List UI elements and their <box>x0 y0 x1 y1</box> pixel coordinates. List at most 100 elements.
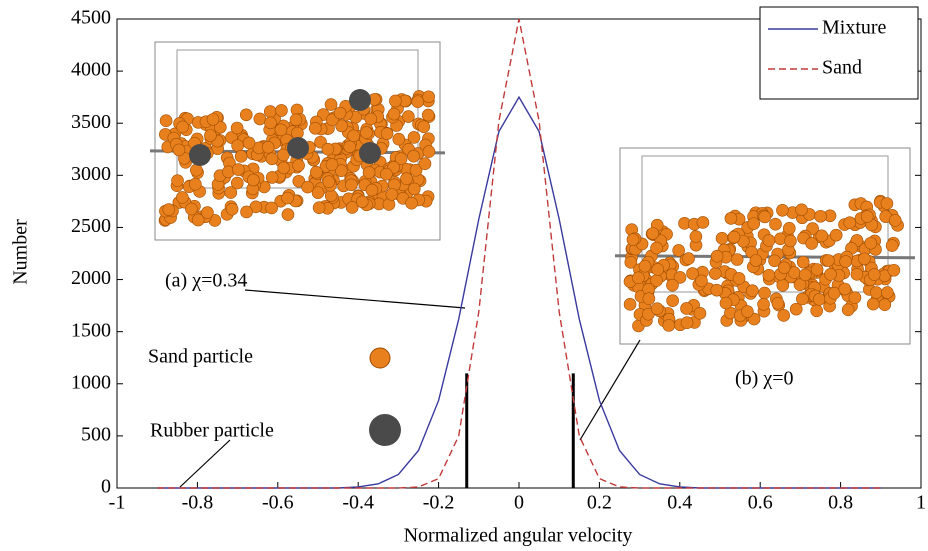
sand-particle <box>695 274 708 288</box>
rubber-particle <box>287 137 309 159</box>
sand-particle <box>829 228 843 242</box>
sand-particle <box>812 293 826 306</box>
x-tick-label: -0.2 <box>423 492 455 514</box>
sand-particle <box>234 150 248 163</box>
sand-particle <box>783 222 796 235</box>
x-tick-label: 0.4 <box>667 492 692 514</box>
sand-particle <box>281 208 295 221</box>
sand-particle <box>672 244 685 257</box>
sand-particle <box>176 191 189 204</box>
x-axis-label: Normalized angular velocity <box>404 525 633 547</box>
y-axis-label: Number <box>10 219 32 285</box>
sand-particle <box>638 259 652 273</box>
sand-particle <box>666 294 679 308</box>
y-tick-label: 2500 <box>71 215 111 237</box>
sand-particle <box>355 195 369 209</box>
sand-particle <box>798 268 812 282</box>
sand-particle <box>407 131 421 144</box>
x-tick-label: 0.2 <box>587 492 612 514</box>
legend-label: Sand <box>822 57 862 79</box>
sand-particle <box>776 278 790 292</box>
sand-particle <box>762 234 776 247</box>
sand-particle <box>310 165 323 179</box>
sand-particle <box>289 113 303 127</box>
y-tick-label: 1500 <box>71 319 111 341</box>
sand-particle <box>869 286 883 299</box>
sand-particle <box>805 237 818 250</box>
sand-particle <box>848 291 862 304</box>
sand-particle <box>696 216 710 229</box>
sand-particle <box>176 120 189 134</box>
sand-particle <box>325 158 339 171</box>
y-tick-label: 2000 <box>71 267 111 289</box>
sand-particle-legend <box>369 347 391 369</box>
sand-particle <box>815 229 829 243</box>
sand-particle <box>301 180 314 194</box>
rubber-particle <box>359 142 381 164</box>
sand-particle <box>247 173 260 187</box>
sand-particle <box>362 166 376 179</box>
sand-particle <box>225 202 239 216</box>
sand-particle <box>758 286 771 300</box>
sand-particle <box>172 143 186 157</box>
sand-particle <box>308 121 322 135</box>
sand-particle <box>265 152 279 166</box>
sand-particle <box>281 191 294 205</box>
sand-particle <box>162 203 176 216</box>
sand-particle <box>795 203 808 217</box>
sand-particle <box>796 255 810 269</box>
rubber-particle <box>189 144 211 166</box>
sand-particle <box>394 152 408 166</box>
sand-particle <box>405 196 418 210</box>
sand-particle <box>881 286 894 299</box>
sand-particle <box>867 268 881 281</box>
sand-particle <box>422 90 435 104</box>
sand-particle <box>201 206 214 219</box>
sand-particle <box>265 171 279 184</box>
sand-particle <box>749 254 763 267</box>
annotation: (a) χ=0.34 <box>165 270 247 292</box>
sand-particle <box>360 126 373 139</box>
sand-particle <box>771 296 785 310</box>
sand-particle <box>407 149 420 163</box>
arrow <box>244 289 466 309</box>
sand-particle <box>407 182 421 196</box>
sand-particle <box>839 255 852 268</box>
sand-particle <box>409 163 423 177</box>
x-tick-label: -1 <box>109 492 126 514</box>
sand-particle <box>277 161 290 175</box>
sand-particle <box>858 252 871 266</box>
x-tick-label: -0.8 <box>182 492 214 514</box>
sand-particle <box>333 106 347 120</box>
y-tick-label: 500 <box>81 423 111 445</box>
sand-particle <box>343 140 356 154</box>
sand-particle <box>365 183 379 197</box>
sand-particle <box>878 298 892 312</box>
sand-particle <box>727 230 741 244</box>
legend-label: Mixture <box>822 17 887 39</box>
sand-particle <box>841 303 855 317</box>
sand-particle <box>265 201 278 215</box>
sand-particle <box>411 95 425 109</box>
sand-particle <box>322 175 336 188</box>
sand-particle <box>724 212 738 225</box>
sand-particle <box>822 254 835 267</box>
sand-particle <box>827 286 841 300</box>
x-tick-label: -0.6 <box>262 492 294 514</box>
x-tick-label: 1 <box>916 492 926 514</box>
sand-particle <box>214 120 227 134</box>
sand-particle <box>171 174 184 187</box>
sand-particle <box>746 284 759 298</box>
sand-particle <box>311 186 325 199</box>
sand-particle <box>710 249 724 263</box>
sand-particle <box>402 110 415 123</box>
sand-particle <box>814 209 827 223</box>
x-tick-label: 0.8 <box>828 492 853 514</box>
y-tick-label: 1000 <box>71 371 111 393</box>
sand-particle <box>623 298 637 311</box>
sand-particle <box>850 268 864 281</box>
sand-particle <box>789 302 803 316</box>
sand-particle <box>380 167 393 181</box>
sand-particle <box>277 148 290 162</box>
